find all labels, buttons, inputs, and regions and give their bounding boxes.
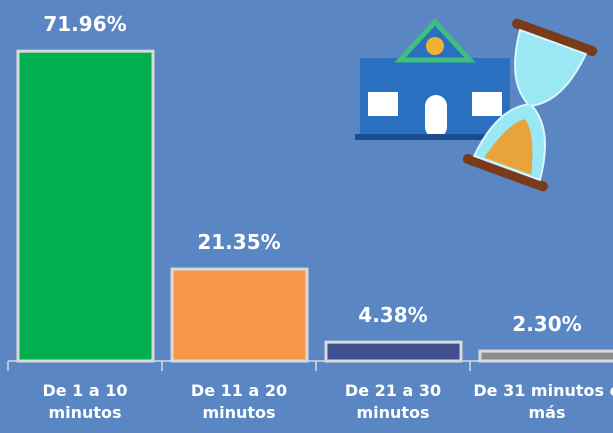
value-label: 71.96% [43, 12, 126, 36]
x-tick-label: De 1 a 10 minutos [42, 381, 128, 422]
x-tick-label: De 11 a 20 minutos [190, 381, 288, 422]
value-label: 4.38% [358, 303, 427, 327]
hourglass-icon [462, 18, 598, 192]
value-label: 2.30% [512, 312, 581, 336]
bar [324, 340, 463, 363]
school-icon [355, 18, 515, 140]
bar [16, 49, 155, 363]
x-tick-label: De 31 minutos o más [473, 381, 613, 422]
value-label: 21.35% [197, 230, 280, 254]
bar [478, 349, 613, 363]
x-tick-label: De 21 a 30 minutos [344, 381, 442, 422]
bar [170, 267, 309, 363]
